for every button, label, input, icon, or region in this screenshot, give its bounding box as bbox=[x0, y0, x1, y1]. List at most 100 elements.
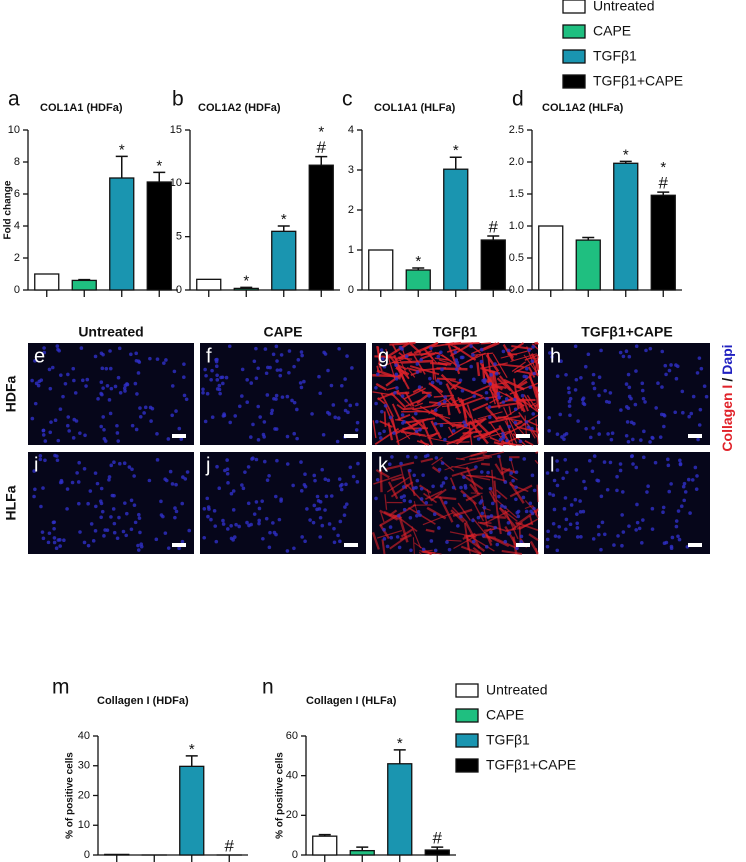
nucleus bbox=[503, 505, 507, 509]
error-bar bbox=[318, 833, 331, 837]
nucleus bbox=[388, 525, 393, 529]
bar bbox=[387, 763, 413, 856]
fiber bbox=[391, 416, 400, 446]
panel-letter: d bbox=[512, 88, 524, 111]
nucleus bbox=[414, 485, 418, 490]
nucleus bbox=[339, 383, 344, 388]
fiber bbox=[465, 492, 481, 502]
fiber bbox=[428, 382, 444, 394]
nucleus bbox=[635, 502, 639, 507]
nucleus bbox=[506, 348, 511, 353]
nucleus bbox=[229, 536, 234, 541]
nucleus bbox=[606, 432, 610, 436]
nucleus bbox=[379, 348, 384, 352]
fiber bbox=[456, 457, 465, 461]
fiber bbox=[498, 375, 519, 399]
nucleus bbox=[621, 530, 626, 534]
nucleus bbox=[270, 408, 274, 413]
nucleus bbox=[344, 398, 348, 403]
nucleus bbox=[40, 530, 45, 534]
nucleus bbox=[296, 357, 301, 362]
fiber bbox=[471, 385, 490, 395]
nucleus bbox=[221, 518, 225, 523]
legend-swatch bbox=[455, 708, 479, 723]
nucleus bbox=[155, 432, 159, 436]
nucleus bbox=[686, 477, 691, 482]
y-tick-label: 8 bbox=[14, 156, 20, 168]
nucleus bbox=[415, 478, 420, 483]
nucleus bbox=[318, 515, 323, 520]
nucleus bbox=[84, 384, 88, 388]
fiber bbox=[492, 353, 508, 379]
nucleus bbox=[177, 546, 181, 551]
nucleus bbox=[522, 457, 527, 461]
nucleus bbox=[105, 528, 110, 532]
nucleus bbox=[676, 509, 681, 513]
fiber bbox=[477, 521, 506, 532]
nucleus bbox=[618, 350, 623, 355]
nucleus bbox=[459, 514, 463, 519]
nucleus bbox=[66, 415, 71, 419]
fiber bbox=[490, 402, 518, 409]
nucleus bbox=[163, 477, 167, 481]
nucleus bbox=[278, 368, 283, 372]
fiber bbox=[529, 515, 534, 526]
fiber bbox=[376, 529, 403, 539]
nucleus bbox=[148, 405, 153, 410]
nucleus bbox=[661, 505, 666, 510]
fiber bbox=[485, 474, 507, 482]
nucleus bbox=[339, 487, 344, 492]
nucleus bbox=[506, 531, 511, 536]
error-bar bbox=[277, 225, 290, 232]
y-axis-label: % of positive cells bbox=[65, 752, 76, 839]
nucleus bbox=[134, 358, 139, 363]
fiber bbox=[536, 484, 539, 503]
nucleus bbox=[375, 477, 380, 482]
nucleus bbox=[231, 508, 236, 512]
nucleus bbox=[462, 493, 467, 498]
nucleus bbox=[182, 375, 186, 379]
nucleus bbox=[674, 519, 679, 523]
nucleus bbox=[48, 430, 53, 435]
nucleus bbox=[494, 371, 499, 376]
fiber bbox=[488, 490, 497, 503]
nucleus bbox=[41, 486, 45, 490]
nucleus bbox=[274, 532, 278, 537]
nucleus bbox=[415, 362, 420, 366]
nucleus bbox=[65, 487, 70, 491]
nucleus bbox=[67, 429, 71, 433]
nucleus bbox=[82, 466, 87, 471]
nucleus bbox=[202, 506, 207, 511]
bar bbox=[196, 278, 222, 291]
nucleus bbox=[225, 458, 229, 462]
error-bar bbox=[185, 755, 198, 767]
nucleus bbox=[472, 377, 476, 382]
nucleus bbox=[624, 405, 629, 409]
nucleus bbox=[233, 414, 238, 418]
nucleus bbox=[109, 463, 114, 468]
bar bbox=[405, 269, 431, 291]
legend-swatch bbox=[562, 49, 586, 64]
nucleus bbox=[37, 379, 42, 384]
fiber bbox=[497, 416, 523, 423]
fiber bbox=[488, 415, 521, 424]
fiber bbox=[492, 370, 500, 395]
y-tick-label: 0.0 bbox=[509, 284, 524, 296]
nucleus bbox=[445, 540, 449, 544]
nucleus bbox=[674, 363, 678, 367]
nucleus bbox=[646, 484, 650, 489]
nucleus bbox=[380, 409, 384, 414]
nucleus bbox=[552, 507, 557, 512]
nucleus bbox=[148, 356, 152, 361]
nucleus bbox=[634, 528, 638, 532]
fiber bbox=[418, 484, 432, 494]
nucleus bbox=[117, 515, 121, 520]
y-axis-label: Fold change bbox=[3, 180, 14, 239]
micrograph bbox=[371, 450, 540, 556]
error-bar bbox=[657, 191, 670, 196]
nucleus bbox=[609, 437, 614, 442]
bar bbox=[650, 194, 676, 291]
stain-red: Collagen I bbox=[719, 385, 735, 452]
nucleus bbox=[93, 529, 98, 533]
nucleus bbox=[127, 465, 132, 469]
